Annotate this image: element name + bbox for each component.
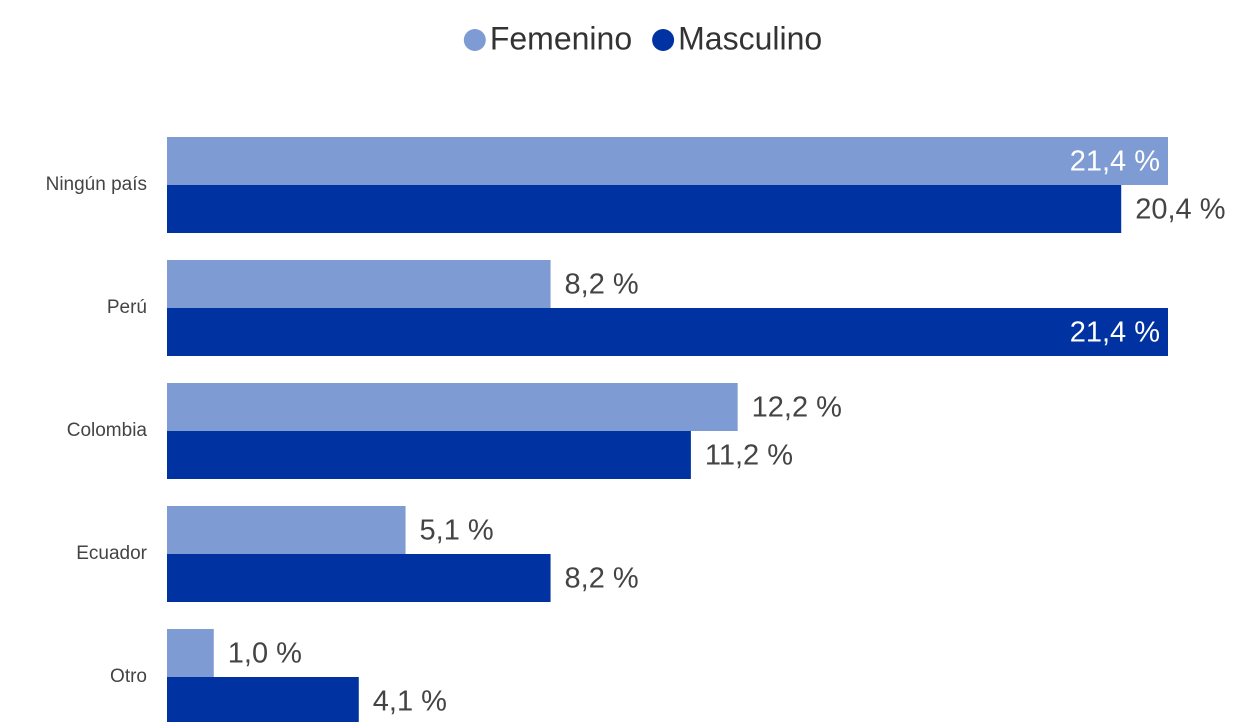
bar: [167, 137, 1168, 185]
value-label: 5,1 %: [420, 515, 494, 547]
value-label: 8,2 %: [565, 563, 639, 595]
bar: [167, 431, 691, 479]
category-label: Perú: [107, 297, 147, 318]
legend-label: Femenino: [490, 20, 632, 56]
bar: [167, 260, 551, 308]
bar: [167, 554, 551, 602]
bar: [167, 506, 406, 554]
value-label: 21,4 %: [1070, 146, 1160, 178]
category-label: Ningún país: [46, 174, 147, 195]
legend-marker: [463, 29, 486, 51]
value-label: 1,0 %: [228, 638, 302, 670]
value-label: 11,2 %: [705, 440, 793, 472]
bar: [167, 629, 214, 677]
category-label: Otro: [110, 666, 147, 687]
bar: [167, 383, 738, 431]
value-label: 8,2 %: [565, 269, 639, 301]
bar: [167, 185, 1122, 233]
value-label: 4,1 %: [373, 686, 447, 718]
category-label: Ecuador: [76, 543, 147, 564]
category-label: Colombia: [67, 420, 148, 441]
bar: [167, 677, 359, 722]
value-label: 12,2 %: [752, 392, 842, 424]
value-label: 21,4 %: [1070, 317, 1160, 349]
legend-label: Masculino: [678, 20, 822, 56]
legend-marker: [652, 29, 675, 51]
value-label: 20,4 %: [1135, 194, 1225, 226]
legend: Femenino Masculino: [463, 20, 822, 56]
bar: [167, 308, 1168, 356]
